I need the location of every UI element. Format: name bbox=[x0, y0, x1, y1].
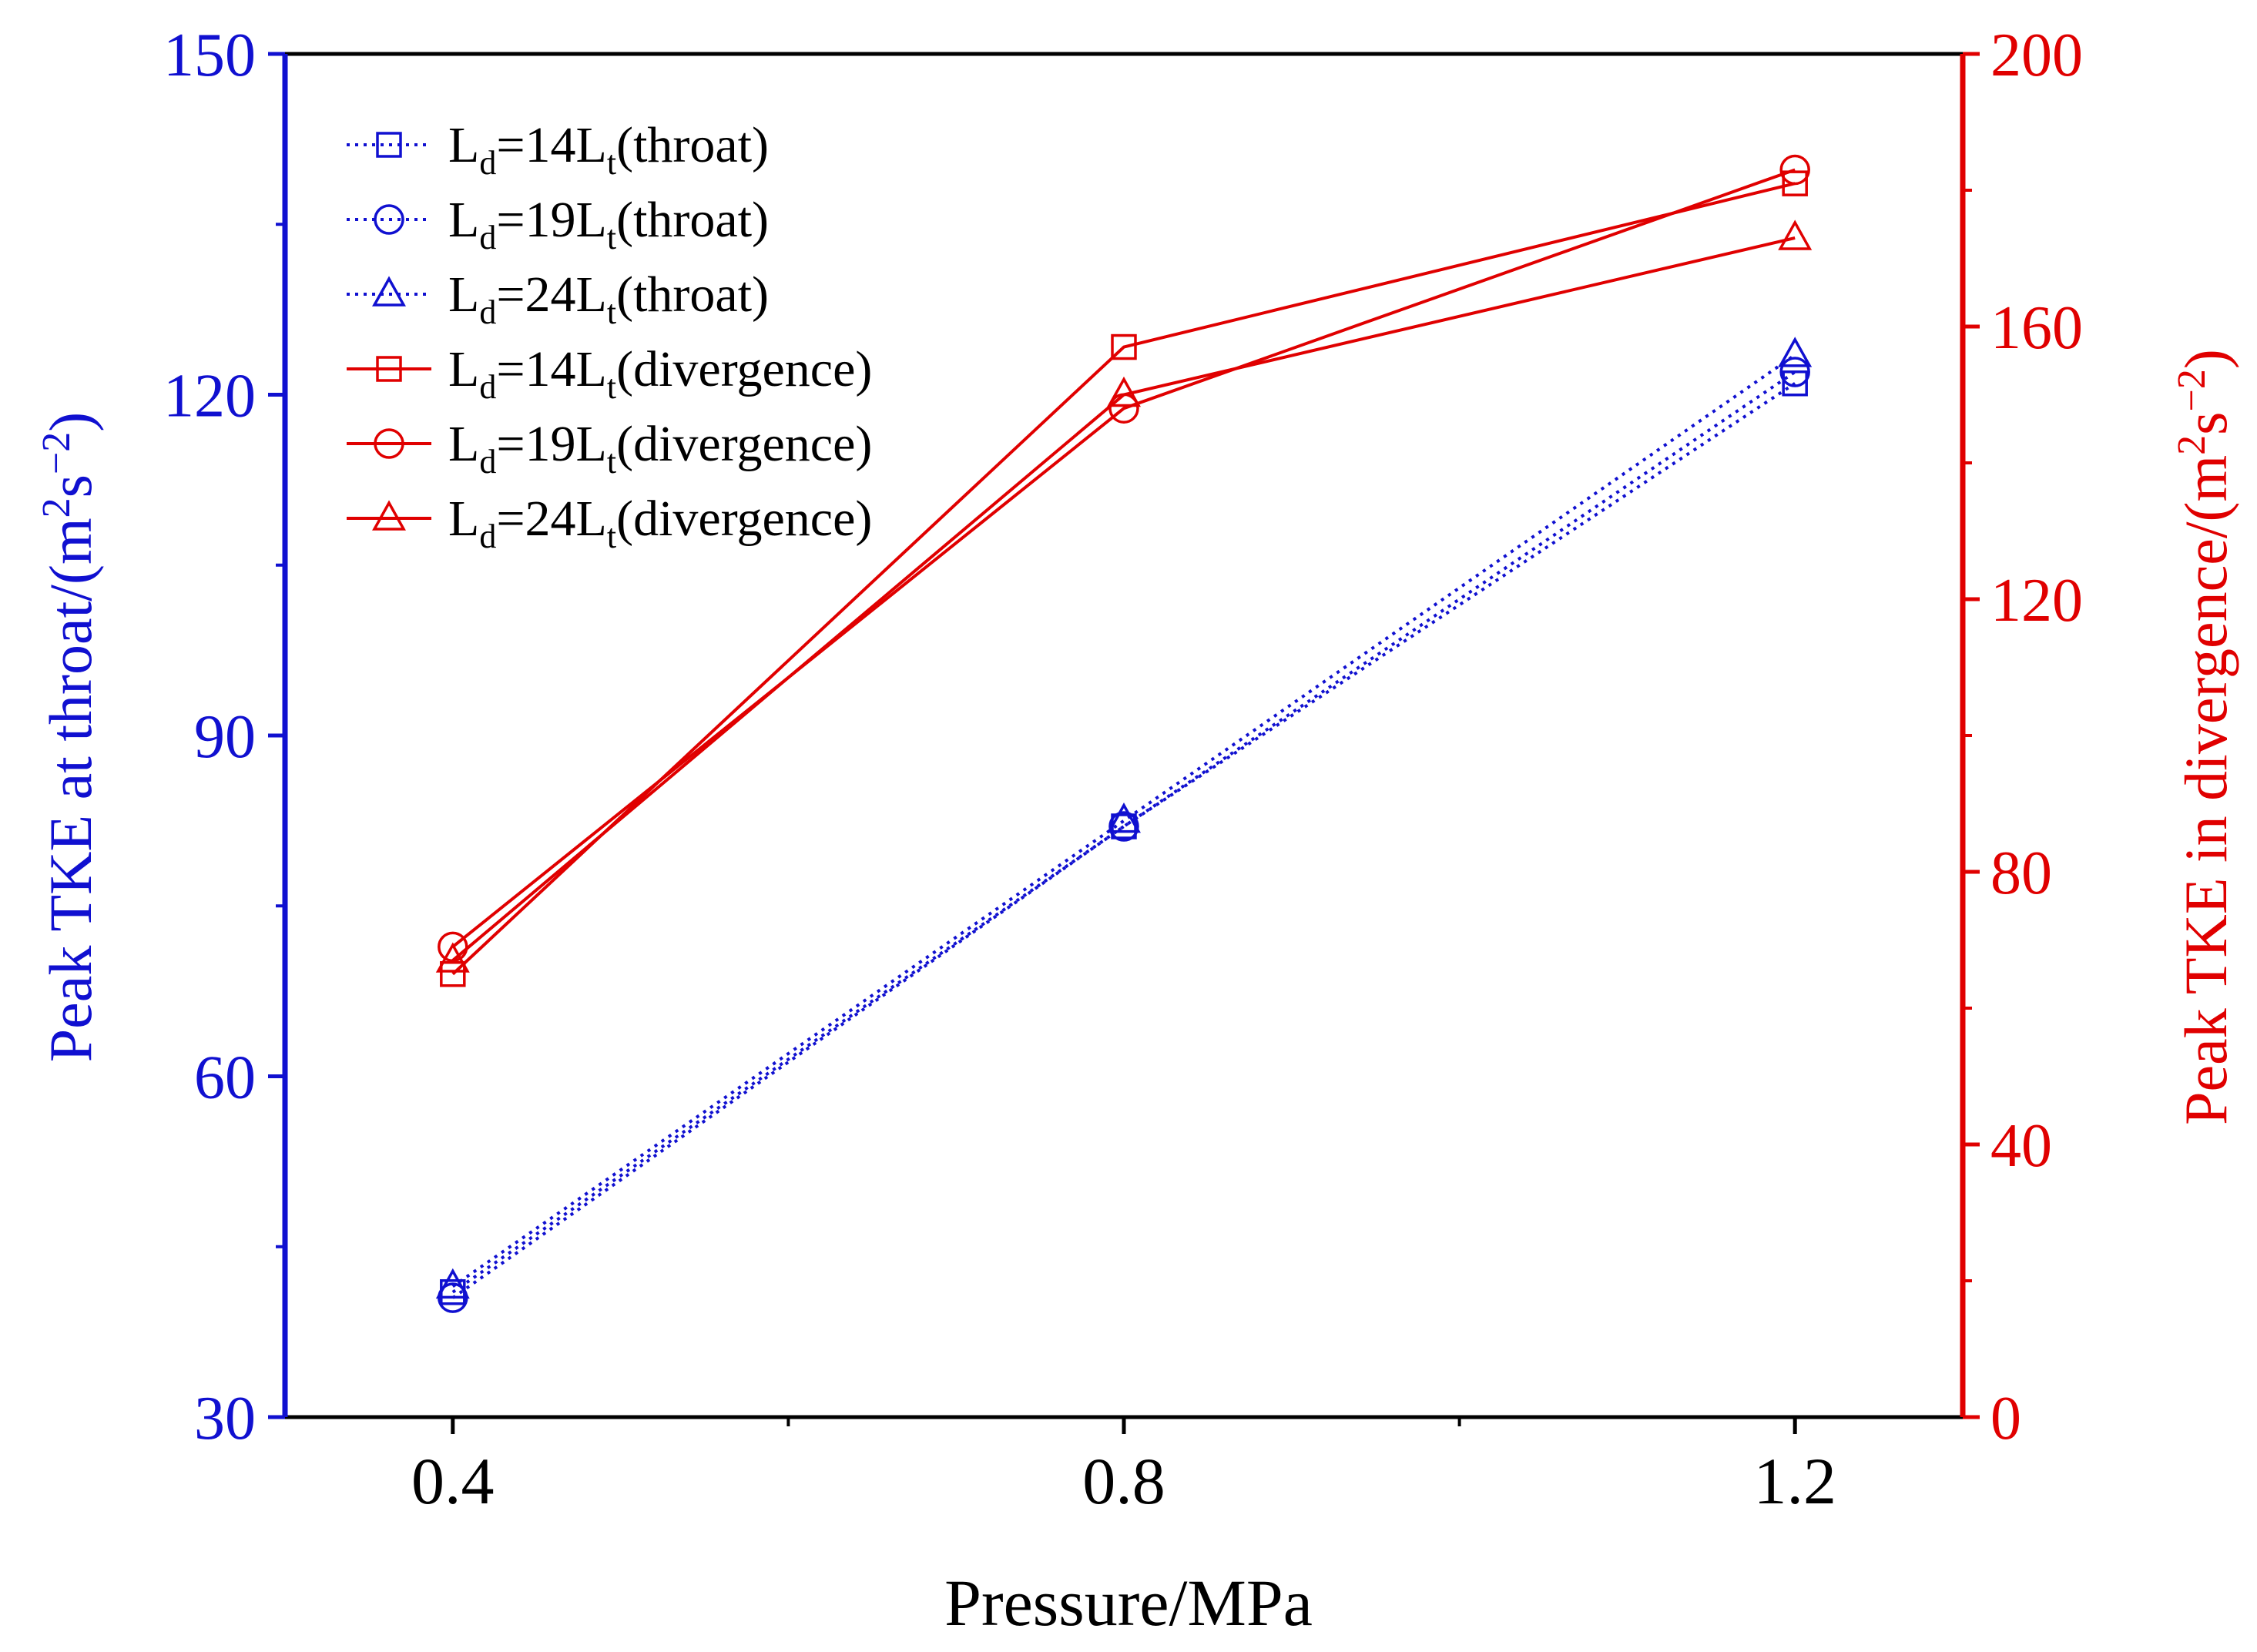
left-tick-label: 150 bbox=[163, 22, 256, 89]
right-tick-label: 120 bbox=[1990, 567, 2083, 635]
legend-item-3: Ld=24Lt(throat) bbox=[347, 266, 769, 331]
series-6-point bbox=[435, 942, 470, 973]
legend-label: Ld=24Lt(throat) bbox=[448, 266, 769, 331]
series-4-line bbox=[451, 182, 1796, 976]
right-tick-label: 80 bbox=[1990, 839, 2052, 907]
legend-label: Ld=19Lt(divergence) bbox=[448, 416, 872, 481]
series-4-point bbox=[440, 961, 466, 987]
series-1-point bbox=[1782, 370, 1808, 397]
series-6 bbox=[435, 219, 1813, 973]
left-tick-label: 120 bbox=[163, 363, 256, 431]
legend-marker bbox=[374, 428, 404, 459]
right-tick-label: 160 bbox=[1990, 294, 2083, 362]
left-tick-label: 30 bbox=[194, 1385, 256, 1453]
series-3-point bbox=[435, 1268, 470, 1299]
left-tick-label: 60 bbox=[194, 1044, 256, 1112]
series-2-point bbox=[1108, 811, 1139, 842]
left-y-axis: 30 60 90 120 150 bbox=[163, 22, 285, 1453]
series-6-line bbox=[451, 236, 1796, 962]
legend-label: Ld=19Lt(throat) bbox=[448, 192, 769, 256]
series-5-line bbox=[451, 168, 1796, 948]
series-4-point bbox=[1111, 333, 1137, 360]
series-6-point bbox=[1778, 219, 1813, 250]
series-layer bbox=[435, 154, 1813, 1313]
right-tick-label: 200 bbox=[1990, 22, 2083, 89]
series-3-point bbox=[1778, 337, 1813, 367]
x-axis: 0.4 0.8 1.2 bbox=[411, 1417, 1836, 1518]
series-4 bbox=[440, 170, 1808, 987]
legend-label: Ld=14Lt(divergence) bbox=[448, 341, 872, 406]
legend-item-4: Ld=14Lt(divergence) bbox=[347, 341, 872, 406]
series-4-point bbox=[1782, 170, 1808, 196]
series-2-line bbox=[451, 370, 1796, 1299]
series-1-line bbox=[451, 382, 1796, 1294]
legend-item-2: Ld=19Lt(throat) bbox=[347, 192, 769, 256]
series-3-line bbox=[451, 354, 1796, 1288]
right-tick-label: 40 bbox=[1990, 1112, 2052, 1180]
legend-marker bbox=[376, 132, 402, 158]
legend-marker bbox=[372, 276, 406, 307]
legend-marker bbox=[376, 356, 402, 382]
left-tick-label: 90 bbox=[194, 703, 256, 771]
x-axis-label: Pressure/MPa bbox=[944, 1566, 1313, 1640]
left-y-axis-label: Peak TKE at throat/(m2s−2) bbox=[35, 412, 104, 1063]
x-tick-label: 1.2 bbox=[1753, 1444, 1836, 1518]
series-5-point bbox=[1779, 154, 1810, 186]
legend: Ld=14Lt(throat) Ld=19Lt(throat) Ld=24Lt(th… bbox=[347, 117, 872, 555]
x-tick-label: 0.4 bbox=[411, 1444, 495, 1518]
legend-item-6: Ld=24Lt(divergence) bbox=[347, 491, 872, 555]
legend-label: Ld=24Lt(divergence) bbox=[448, 491, 872, 555]
x-tick-label: 0.8 bbox=[1082, 1444, 1165, 1518]
right-y-axis: 0 40 80 120 160 200 bbox=[1963, 22, 2083, 1453]
legend-item-5: Ld=19Lt(divergence) bbox=[347, 416, 872, 481]
series-3-point bbox=[1107, 803, 1141, 833]
legend-label: Ld=14Lt(throat) bbox=[448, 117, 769, 182]
series-3 bbox=[435, 337, 1813, 1299]
series-6-point bbox=[1107, 376, 1141, 407]
legend-marker bbox=[372, 500, 406, 531]
series-2-point bbox=[1779, 357, 1810, 387]
right-tick-label: 0 bbox=[1990, 1385, 2021, 1453]
right-y-axis-label: Peak TKE in divergence/(m2s−2) bbox=[2170, 349, 2239, 1125]
legend-marker bbox=[374, 204, 404, 235]
legend-item-1: Ld=14Lt(throat) bbox=[347, 117, 769, 182]
